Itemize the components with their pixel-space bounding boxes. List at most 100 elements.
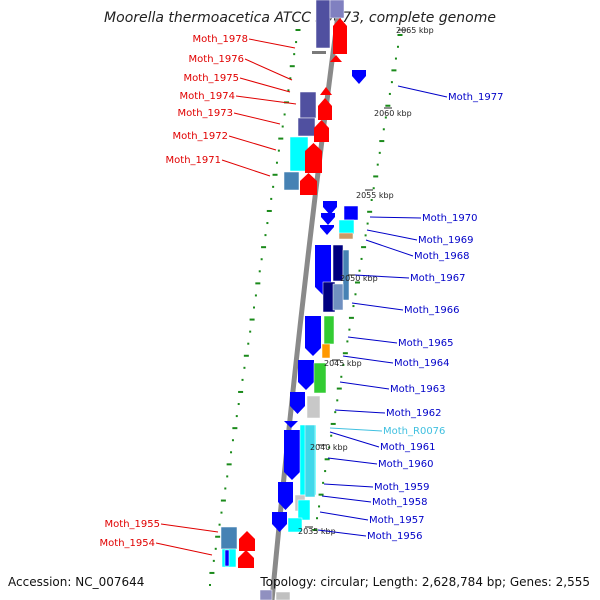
gene-labels: Moth_1978 Moth_1976 Moth_1975 Moth_1974 Moth… [100, 34, 503, 556]
gc-inner-dot [264, 234, 267, 237]
gc-inner-dot [230, 451, 233, 454]
gc-outer-dot [340, 375, 343, 378]
tick-label: 2055 kbp [356, 191, 394, 200]
forward-gene-arrow [300, 173, 317, 195]
gc-inner-dot [209, 571, 215, 574]
accession-label: Accession: NC_007644 [8, 575, 144, 589]
gene-label: Moth_1974 [180, 91, 235, 102]
gc-outer-dot [352, 305, 355, 308]
gene-block [299, 91, 317, 119]
gc-outer-dot [361, 246, 367, 249]
gc-outer-dot [360, 257, 363, 260]
gene-label: Moth_1968 [414, 251, 469, 262]
gc-inner-dot [226, 475, 229, 478]
forward-gene-arrow [333, 18, 347, 54]
leader-line [233, 112, 281, 125]
reverse-gene-arrow [272, 512, 287, 532]
gc-inner-dot [281, 125, 284, 128]
gc-inner-dot [212, 559, 215, 562]
leader-line [369, 216, 422, 219]
forward-gene-arrow [318, 98, 332, 120]
gc-outer-dot [397, 34, 403, 36]
gc-inner-dot [247, 342, 250, 345]
leader-line [329, 431, 380, 448]
leader-line [319, 511, 369, 521]
gc-outer-dot [367, 210, 373, 213]
gc-outer-dot [373, 175, 379, 178]
gene-block [259, 589, 273, 600]
gene-label: Moth_1978 [193, 34, 248, 45]
leader-line [323, 483, 374, 488]
gene-block [220, 526, 238, 550]
gc-inner-dot [220, 499, 226, 502]
gc-inner-dot [224, 487, 227, 490]
gc-inner-dot [266, 222, 269, 225]
tick-label: 2040 kbp [310, 443, 348, 452]
gene-block [323, 315, 335, 345]
reverse-gene-arrow [323, 201, 337, 215]
gc-inner-dot [226, 463, 232, 466]
tick-label: 2045 kbp [324, 359, 362, 368]
forward-gene-arrow [239, 531, 255, 551]
leader-line [342, 355, 394, 364]
gc-outer-dot [384, 116, 387, 119]
gene-block [304, 424, 316, 498]
gc-inner-dot [270, 197, 273, 200]
reverse-gene-arrow [305, 316, 321, 356]
reverse-gene-arrow [284, 430, 300, 480]
gc-inner-dot [289, 77, 292, 80]
leader-line [327, 457, 378, 465]
gc-outer-dot [376, 163, 379, 166]
gc-outer-dot [330, 422, 336, 425]
gc-outer-dot [355, 281, 360, 284]
gc-outer-dot [336, 387, 342, 390]
map-title: Moorella thermoacetica ATCC 39073, compl… [104, 10, 496, 26]
gene-block [275, 591, 291, 600]
gc-inner-dot [235, 415, 238, 418]
leader-line [321, 495, 372, 503]
leader-line [221, 159, 271, 177]
gene-label: Moth_1959 [374, 482, 429, 493]
gene-block [313, 362, 327, 394]
gc-outer-dot [334, 411, 337, 414]
gc-outer-dot [342, 352, 348, 355]
gc-outer-dot [330, 434, 333, 437]
gc-inner-dot [255, 282, 261, 285]
gc-outer-dot [379, 140, 385, 143]
leader-line [339, 381, 390, 390]
gc-inner-dot [293, 53, 296, 56]
gc-inner-dot [258, 270, 261, 273]
gc-outer-dot [391, 69, 397, 72]
gene-label: Moth_1955 [105, 519, 160, 530]
gc-outer-dot [385, 104, 391, 107]
gene-block [343, 205, 359, 221]
gene-label: Moth_1962 [386, 408, 441, 419]
gc-inner-dot [260, 258, 263, 261]
gc-inner-dot [214, 547, 217, 550]
reverse-gene-arrow [278, 482, 293, 510]
gc-outer-dot [324, 470, 327, 473]
gene-block [297, 499, 311, 521]
gc-outer-dot [354, 293, 357, 296]
leader-line [329, 427, 383, 432]
gc-outer-dot [390, 81, 393, 84]
leader-line [365, 239, 414, 257]
gc-outer-dot [312, 529, 318, 531]
gc-outer-dot [396, 45, 399, 48]
gc-outer-dot [370, 199, 373, 201]
gc-outer-dot [336, 399, 339, 402]
gc-inner-dot [277, 149, 280, 152]
gene-block [283, 171, 300, 191]
gc-inner-dot [289, 65, 295, 68]
forward-gene-arrow [330, 55, 342, 62]
gene-label: Moth_1954 [100, 538, 155, 549]
gc-inner-dot [254, 294, 257, 297]
gc-inner-dot [220, 511, 223, 514]
gene-label: Moth_1975 [184, 73, 239, 84]
leader-line [317, 529, 367, 537]
gene-block [338, 219, 355, 235]
leader-line [351, 302, 404, 311]
gene-label: Moth_1971 [166, 155, 221, 166]
